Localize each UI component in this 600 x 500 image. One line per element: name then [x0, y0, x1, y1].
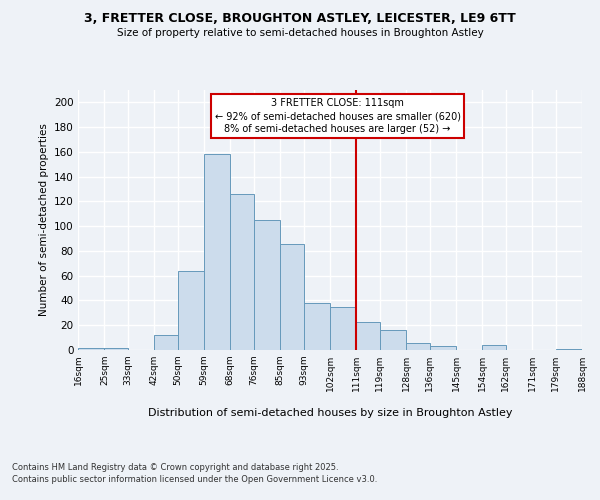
Bar [556, 349, 582, 350]
Bar [304, 303, 330, 350]
Bar [280, 244, 304, 350]
Bar [104, 348, 128, 350]
Bar [204, 154, 230, 350]
Bar [482, 345, 506, 350]
Text: Contains HM Land Registry data © Crown copyright and database right 2025.: Contains HM Land Registry data © Crown c… [12, 464, 338, 472]
Y-axis label: Number of semi-detached properties: Number of semi-detached properties [38, 124, 49, 316]
Bar [178, 271, 204, 350]
Bar [430, 346, 456, 350]
Text: Contains public sector information licensed under the Open Government Licence v3: Contains public sector information licen… [12, 475, 377, 484]
Text: 3, FRETTER CLOSE, BROUGHTON ASTLEY, LEICESTER, LE9 6TT: 3, FRETTER CLOSE, BROUGHTON ASTLEY, LEIC… [84, 12, 516, 26]
Text: Size of property relative to semi-detached houses in Broughton Astley: Size of property relative to semi-detach… [116, 28, 484, 38]
Bar [254, 220, 280, 350]
Bar [406, 342, 430, 350]
Text: 3 FRETTER CLOSE: 111sqm
← 92% of semi-detached houses are smaller (620)
8% of se: 3 FRETTER CLOSE: 111sqm ← 92% of semi-de… [215, 98, 461, 134]
Bar [330, 306, 356, 350]
Bar [356, 322, 380, 350]
Text: Distribution of semi-detached houses by size in Broughton Astley: Distribution of semi-detached houses by … [148, 408, 512, 418]
Bar [154, 335, 178, 350]
Bar [230, 194, 254, 350]
Bar [78, 348, 104, 350]
Bar [380, 330, 406, 350]
